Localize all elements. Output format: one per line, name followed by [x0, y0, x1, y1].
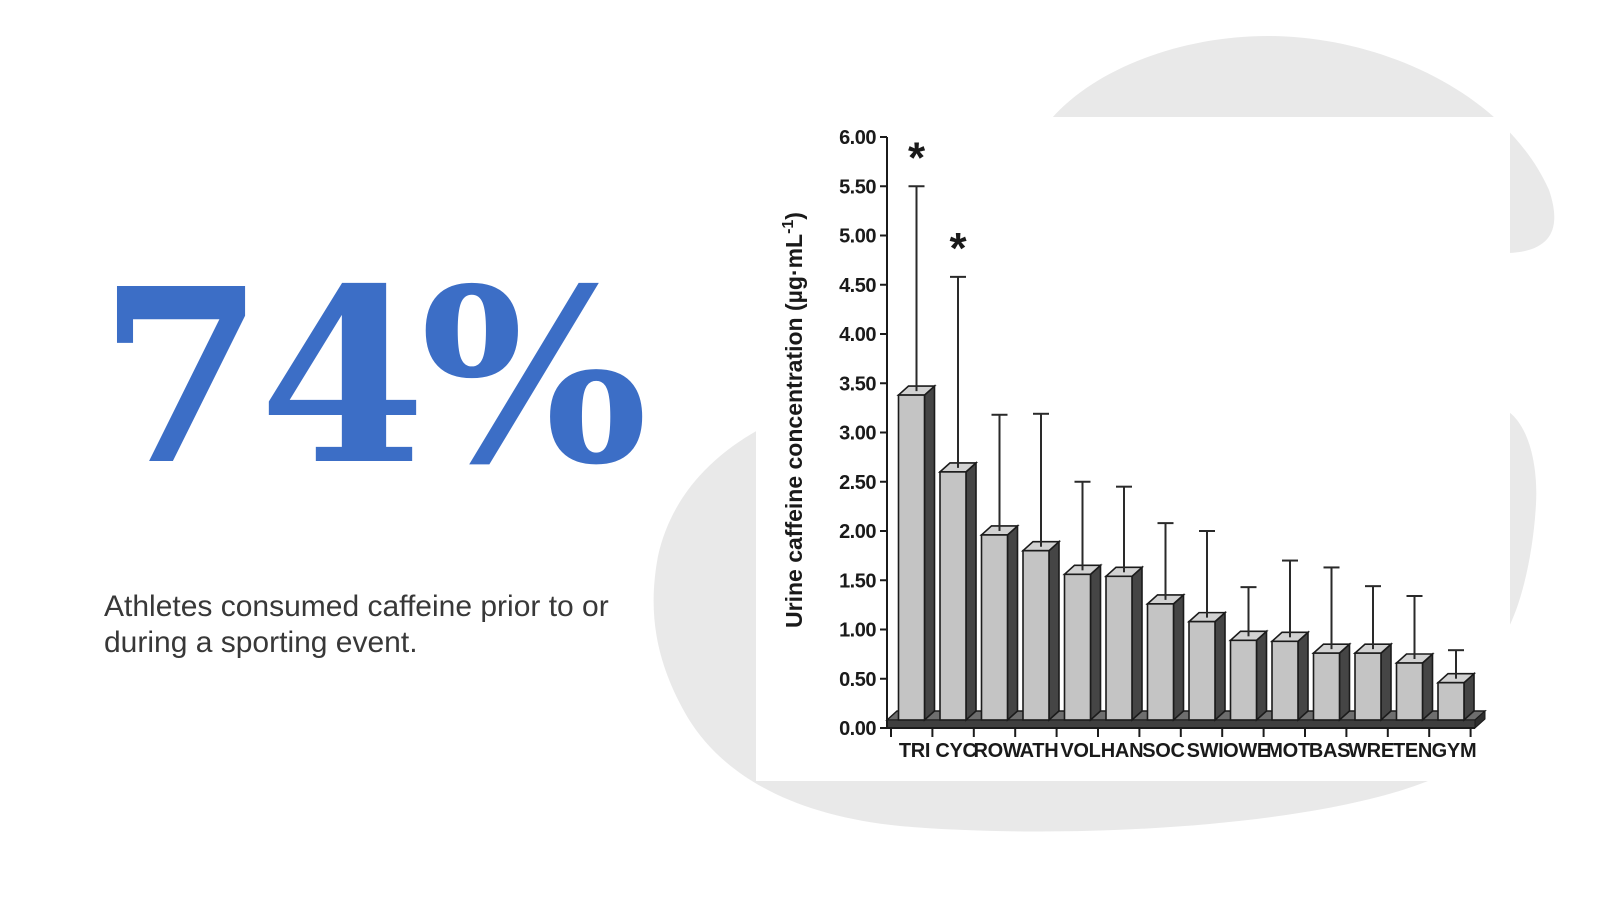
- bar-front-face: [1146, 603, 1175, 721]
- bar-ten: [1394, 595, 1435, 722]
- bar-side-face: [1172, 593, 1185, 722]
- bar-han: [1103, 485, 1145, 722]
- y-tick-label: 6.00: [839, 127, 876, 149]
- bar-front-face: [1022, 549, 1050, 721]
- x-tick-label-tri: TRI: [899, 740, 930, 762]
- y-tick-label: 1.00: [839, 620, 876, 642]
- bar-ath: [1020, 412, 1062, 722]
- bar-front-face: [1271, 640, 1299, 721]
- significance-mark-tri: *: [908, 133, 926, 182]
- y-tick-label: 5.00: [839, 226, 876, 248]
- x-tick-label-ath: ATH: [1020, 740, 1059, 762]
- bar-owe: [1228, 586, 1269, 722]
- bar-side-face: [1338, 642, 1351, 722]
- bar-side-face: [1048, 539, 1060, 722]
- y-tick-label: 0.00: [839, 718, 876, 740]
- bar-cyc: [937, 275, 979, 722]
- chart-floor-front: [886, 719, 1476, 729]
- x-tick-label-cyc: CYC: [935, 740, 976, 762]
- chart-floor-side: [1474, 709, 1486, 730]
- y-tick-label: 4.50: [839, 275, 876, 297]
- x-tick-label-mot: MOT: [1266, 740, 1310, 762]
- bar-swi: [1186, 530, 1228, 722]
- bar-front-face: [1063, 573, 1092, 721]
- bar-side-face: [965, 461, 977, 722]
- x-tick-label-vol: VOL: [1060, 740, 1100, 762]
- y-tick-label: 3.50: [839, 373, 876, 395]
- y-axis-title: Urine caffeine concentration (µg·mL-1): [780, 212, 807, 628]
- stat-value: 74%: [98, 236, 648, 518]
- y-tick-label: 2.00: [839, 521, 876, 543]
- stat-panel: 74% Athletes consumed caffeine prior to …: [0, 0, 648, 900]
- bar-front-face: [897, 394, 926, 721]
- bar-side-face: [1255, 629, 1268, 722]
- bar-side-face: [1297, 630, 1309, 722]
- stat-caption-line-1: Athletes consumed caffeine prior to or: [104, 590, 609, 623]
- bar-side-face: [1380, 642, 1392, 722]
- x-tick-label-ten: TEN: [1393, 740, 1432, 762]
- bar-front-face: [939, 471, 967, 721]
- y-tick-label: 5.50: [839, 176, 876, 198]
- x-tick-label-soc: SOC: [1142, 740, 1184, 762]
- x-tick-label-gym: GYM: [1432, 740, 1477, 762]
- bar-front-face: [1354, 652, 1382, 721]
- bar-vol: [1062, 480, 1103, 722]
- y-tick-label: 1.50: [839, 570, 876, 592]
- bar-wre: [1352, 585, 1394, 722]
- bar-tri: [896, 185, 937, 722]
- bar-gym: [1435, 649, 1477, 722]
- y-tick-label: 4.00: [839, 324, 876, 346]
- y-tick-label: 3.00: [839, 423, 876, 445]
- bar-side-face: [1089, 563, 1102, 722]
- stat-caption-line-2: during a sporting event.: [104, 626, 418, 659]
- stat-caption: Athletes consumed caffeine prior to or d…: [104, 589, 664, 661]
- bar-mot: [1269, 559, 1311, 722]
- bar-soc: [1145, 522, 1186, 722]
- bar-row: [979, 413, 1020, 722]
- bar-side-face: [1214, 610, 1226, 722]
- bar-front-face: [980, 534, 1009, 721]
- chart-floor-top: [885, 710, 1487, 721]
- x-tick-label-bas: BAS: [1309, 740, 1350, 762]
- significance-mark-cyc: *: [949, 224, 967, 273]
- bar-front-face: [1229, 639, 1258, 721]
- bar-front-face: [1437, 681, 1465, 721]
- bar-side-face: [1131, 565, 1143, 722]
- bar-bas: [1311, 566, 1352, 722]
- y-tick-label: 2.50: [839, 472, 876, 494]
- x-tick-label-owe: OWE: [1223, 740, 1270, 762]
- x-tick-label-han: HAN: [1101, 740, 1143, 762]
- bar-side-face: [923, 384, 936, 722]
- bar-front-face: [1312, 652, 1341, 721]
- x-tick-label-row: ROW: [974, 740, 1022, 762]
- bar-front-face: [1395, 662, 1424, 721]
- chart-card: TRI CYC ROW ATH VOL HAN SOC SWI OWE MOT BAS WRE TEN G…: [756, 117, 1510, 781]
- bar-side-face: [1006, 524, 1019, 722]
- x-tick-label-swi: SWI: [1187, 740, 1224, 762]
- y-tick-label: 0.50: [839, 669, 876, 691]
- bar-side-face: [1421, 652, 1434, 722]
- x-tick-label-wre: WRE: [1348, 740, 1394, 762]
- bar-front-face: [1188, 620, 1216, 721]
- bar-front-face: [1105, 575, 1133, 721]
